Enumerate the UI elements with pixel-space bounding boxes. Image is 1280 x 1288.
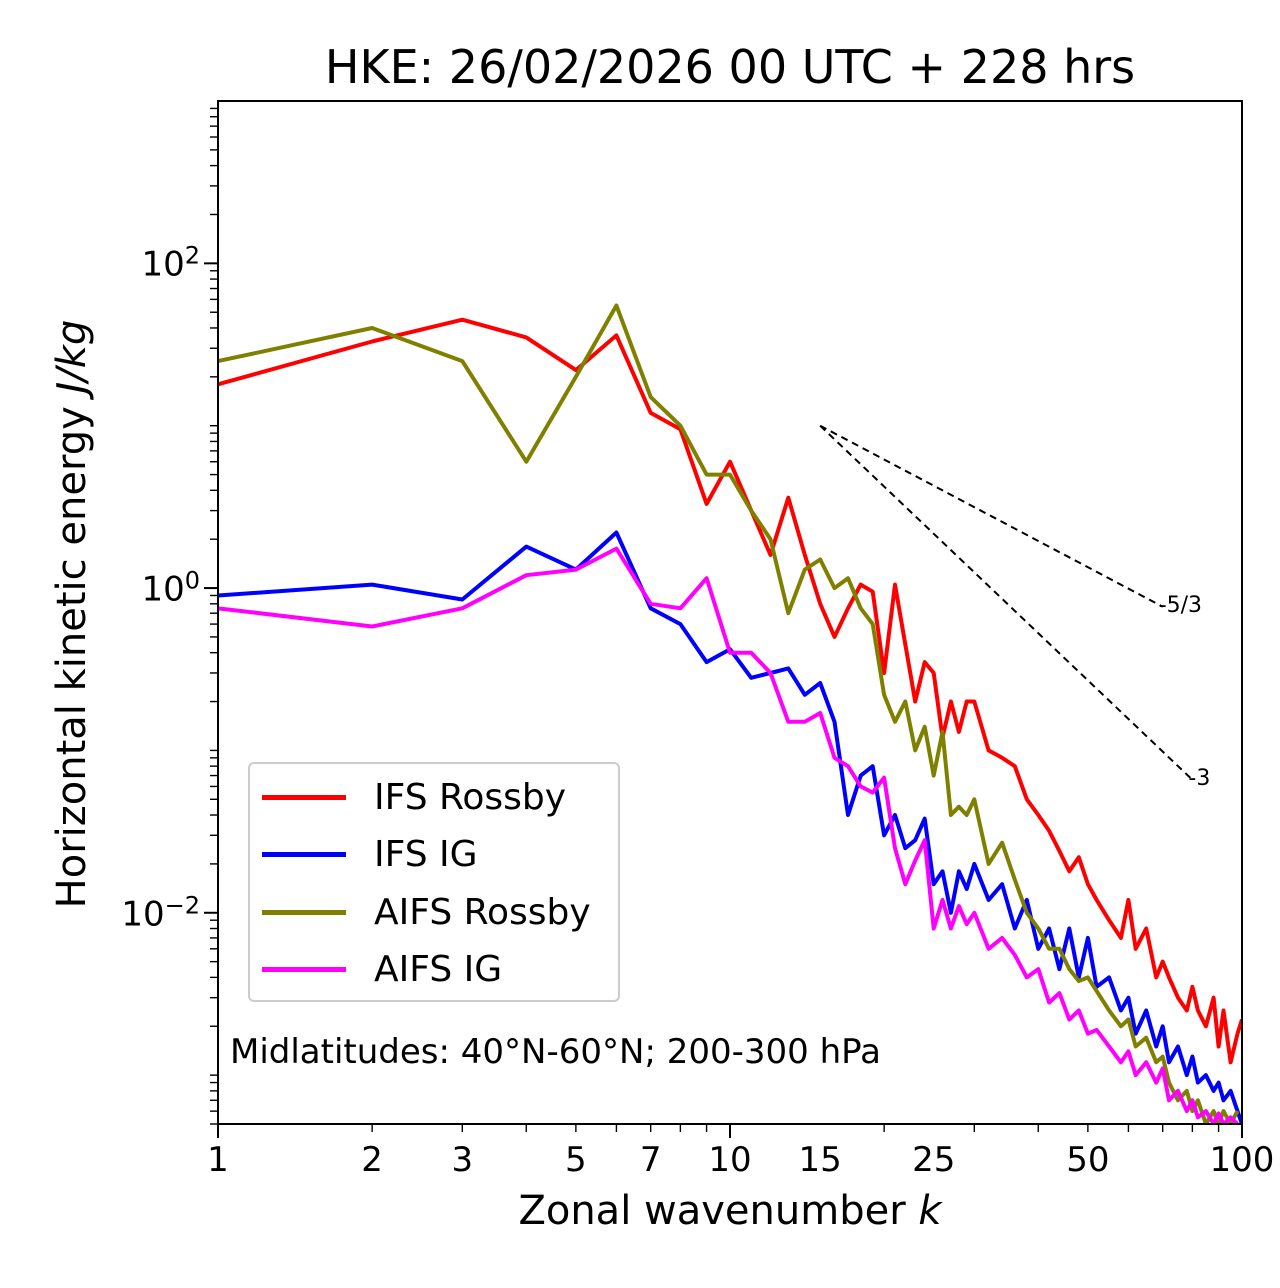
reference-slopes xyxy=(819,424,1194,781)
legend-item-aifs-ig: AIFS IG xyxy=(262,948,503,990)
axis-ticks xyxy=(204,107,1243,1138)
legend-swatch xyxy=(262,851,346,857)
legend-label: IFS IG xyxy=(374,833,478,875)
chart-title: HKE: 26/02/2026 00 UTC + 228 hrs xyxy=(324,40,1136,94)
x-axis-label: Zonal wavenumber k xyxy=(218,1188,1242,1234)
x-tick-label: 3 xyxy=(451,1140,474,1180)
legend-label: IFS Rossby xyxy=(374,776,567,818)
x-tick-label: 2 xyxy=(361,1140,383,1180)
reference-slope-line xyxy=(819,424,1194,781)
legend: IFS Rossby IFS IG AIFS Rossby AIFS IG xyxy=(248,762,620,1002)
legend-label: AIFS IG xyxy=(374,948,503,990)
x-tick-label: 100 xyxy=(1209,1140,1275,1180)
x-tick-label: 15 xyxy=(798,1140,842,1180)
x-axis-label-var: k xyxy=(918,1188,942,1234)
x-tick-label: 10 xyxy=(708,1140,752,1180)
x-tick-label: 50 xyxy=(1066,1140,1110,1180)
legend-item-aifs-rossby: AIFS Rossby xyxy=(262,891,591,933)
series-lines xyxy=(218,303,1242,1124)
legend-item-ifs-ig: IFS IG xyxy=(262,833,478,875)
legend-item-ifs-rossby: IFS Rossby xyxy=(262,776,567,818)
legend-label: AIFS Rossby xyxy=(374,891,591,933)
y-tick-label: 102 xyxy=(141,241,200,286)
series-line-aifs-ig xyxy=(218,546,1239,1124)
legend-swatch xyxy=(262,909,346,915)
slope-label: -3 xyxy=(1188,765,1211,791)
series-line-aifs-rossby xyxy=(218,303,1240,1124)
reference-slope-line xyxy=(819,424,1164,608)
y-axis-label-text: Horizontal kinetic energy xyxy=(49,406,95,909)
x-tick-label: 7 xyxy=(639,1140,662,1180)
slope-label: -5/3 xyxy=(1158,592,1203,618)
series-line-ifs-rossby xyxy=(218,317,1242,1065)
x-tick-label: 1 xyxy=(207,1140,229,1180)
y-axis-label: Horizontal kinetic energy J/kg xyxy=(49,320,95,909)
y-axis-label-unit: J/kg xyxy=(49,319,95,394)
plot-frame xyxy=(217,100,1243,1125)
x-tick-label: 25 xyxy=(912,1140,956,1180)
region-annotation: Midlatitudes: 40°N-60°N; 200-300 hPa xyxy=(230,1032,881,1072)
y-tick-label: 100 xyxy=(141,566,200,610)
y-tick-label: 10−2 xyxy=(121,891,200,935)
x-tick-label: 5 xyxy=(565,1140,587,1180)
legend-swatch xyxy=(262,966,346,972)
legend-swatch xyxy=(262,794,346,800)
x-axis-label-text: Zonal wavenumber xyxy=(518,1188,906,1234)
series-line-ifs-ig xyxy=(218,530,1242,1124)
